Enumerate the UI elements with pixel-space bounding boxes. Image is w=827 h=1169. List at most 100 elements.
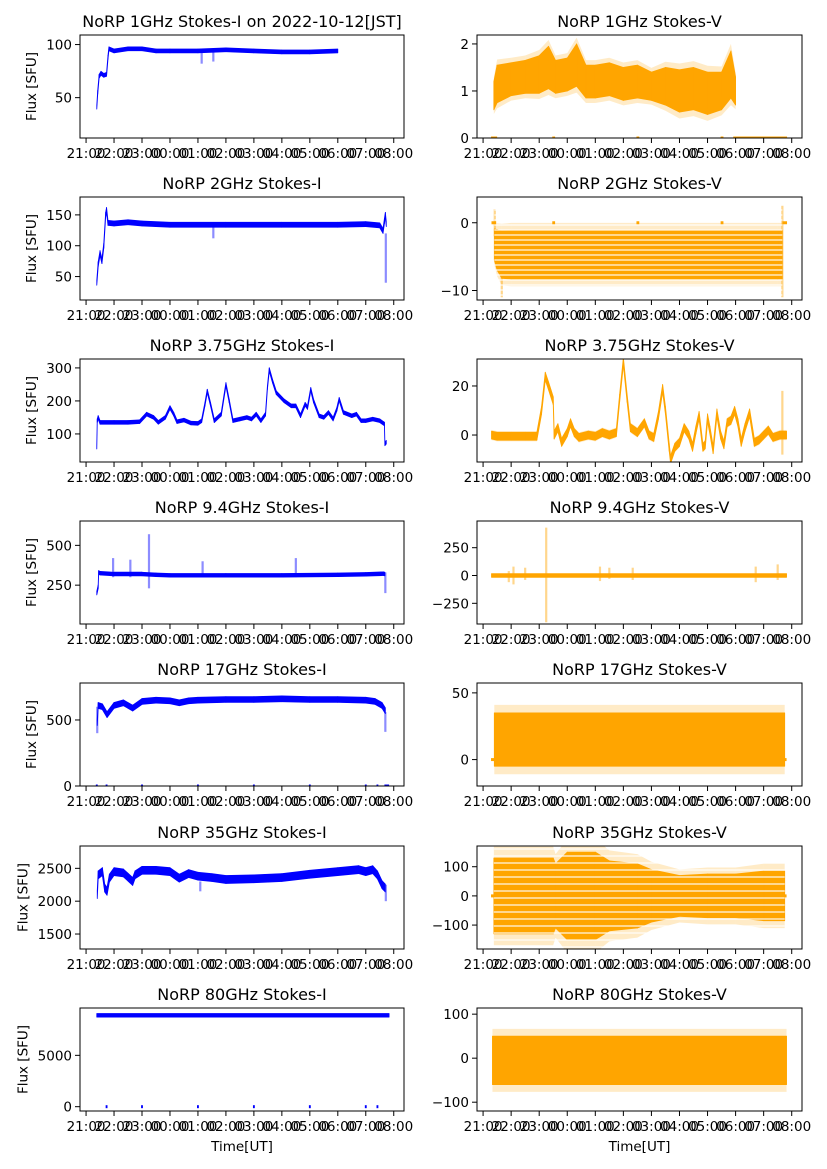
x-tick-label: 21:00 [67,308,106,324]
data-segment [260,411,266,423]
data-segment [113,867,124,878]
data-segment [626,393,631,432]
x-tick-label: 06:00 [318,957,357,973]
data-segment [555,57,568,94]
x-axis-label: Time[UT] [210,1139,273,1155]
data-segment [99,420,115,425]
subplot-title: NoRP 1GHz Stokes-I on 2022-10-12[JST] [82,12,402,31]
data-segment [365,571,384,577]
x-tick-label: 23:00 [520,794,559,810]
data-segment [100,70,105,78]
x-tick-label: 08:00 [772,632,811,648]
x-tick-label: 08:00 [772,470,811,486]
data-segment [758,430,765,445]
data-segment [197,47,227,54]
x-tick-label: 00:00 [151,632,190,648]
data-segment [97,702,103,711]
x-tick-label: 01:00 [576,632,615,648]
x-tick-label: 04:00 [262,308,301,324]
data-segment [190,420,199,426]
x-tick-label: 04:00 [262,794,301,810]
x-tick-label: 03:00 [632,632,671,648]
x-tick-label: 06:00 [716,146,755,162]
x-tick-label: 02:00 [206,794,245,810]
x-tick-label: 08:00 [374,308,413,324]
subplot-title: NoRP 80GHz Stokes-V [552,985,727,1004]
x-tick-label: 23:00 [520,1119,559,1135]
data-segment [730,50,736,106]
x-tick-label: 02:00 [604,1119,643,1135]
data-segment [183,417,192,426]
data-segment [594,428,603,441]
data-segment [225,221,283,228]
y-tick-label: 0 [460,428,469,444]
x-tick-label: 02:00 [604,470,643,486]
x-tick-label: 02:00 [206,308,245,324]
subplot-1: 21:0022:0023:0000:0001:0002:0003:0004:00… [24,12,413,162]
x-tick-label: 21:00 [67,632,106,648]
axes-frame [79,1007,405,1112]
data-segment [553,423,559,440]
data-segment [767,425,774,442]
x-tick-label: 07:00 [346,1119,385,1135]
data-segment [309,867,339,879]
x-tick-label: 22:00 [492,957,531,973]
x-tick-label: 08:00 [772,1119,811,1135]
data-segment [585,64,596,99]
data-segment [108,46,115,54]
data-segment [351,411,357,418]
data-segment [374,698,383,709]
x-tick-label: 04:00 [660,794,699,810]
x-tick-label: 04:00 [262,1119,301,1135]
x-tick-label: 06:00 [318,1119,357,1135]
x-tick-label: 02:00 [206,1119,245,1135]
data-segment [695,411,700,435]
data-segment [735,870,765,922]
x-tick-label: 04:00 [660,146,699,162]
x-tick-label: 21:00 [67,957,106,973]
x-tick-label: 06:00 [318,146,357,162]
data-segment [608,62,624,101]
subplot-title: NoRP 35GHz Stokes-I [157,823,326,842]
data-segment [253,695,283,703]
x-tick-label: 05:00 [688,146,727,162]
data-layer [491,37,788,138]
data-segment [113,46,129,54]
data-segment [211,873,227,884]
y-tick-label: 0 [460,131,469,147]
x-tick-label: 00:00 [548,957,587,973]
x-tick-label: 03:00 [632,146,671,162]
data-segment [309,48,339,55]
subplot-title: NoRP 2GHz Stokes-V [557,174,722,193]
data-segment [155,696,171,705]
data-layer [491,359,787,462]
data-segment [337,696,367,704]
y-tick-label: 500 [46,713,72,729]
data-segment [253,873,283,884]
data-layer [96,207,387,286]
x-tick-label: 08:00 [772,308,811,324]
x-tick-label: 06:00 [318,470,357,486]
x-tick-label: 06:00 [716,794,755,810]
x-tick-label: 04:00 [660,1119,699,1135]
data-segment [283,398,292,409]
data-segment [220,382,227,417]
x-tick-label: 01:00 [178,146,217,162]
x-tick-label: 07:00 [744,146,783,162]
x-tick-label: 05:00 [688,308,727,324]
data-segment [197,418,203,426]
data-segment [594,62,610,99]
x-tick-label: 06:00 [716,1119,755,1135]
x-tick-label: 01:00 [576,794,615,810]
x-tick-label: 01:00 [576,308,615,324]
data-segment [360,418,367,423]
axes-frame [79,358,405,463]
data-segment [619,359,624,403]
y-tick-label: 50 [452,686,469,702]
data-segment [492,1035,787,1085]
data-segment [665,406,670,452]
data-segment [541,371,546,415]
data-segment [662,384,666,415]
x-tick-label: 01:00 [178,957,217,973]
data-segment [178,869,190,883]
